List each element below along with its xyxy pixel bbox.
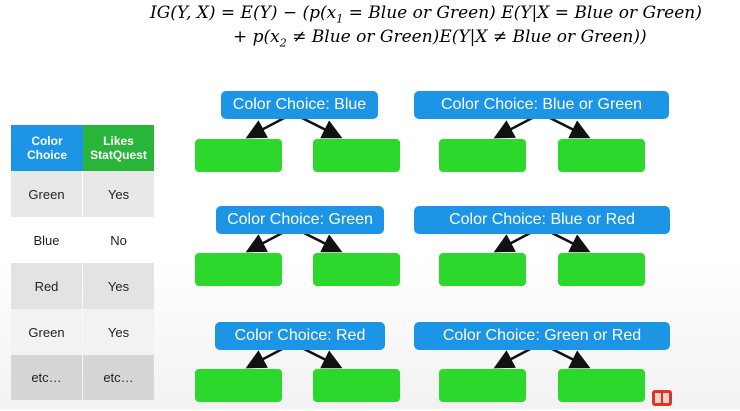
table-cell: Green <box>11 171 82 217</box>
tree-root-node: Color Choice: Blue or Green <box>414 91 669 119</box>
tree-leaf-node <box>313 369 400 402</box>
tree-root-node: Color Choice: Green <box>216 206 384 234</box>
tree-leaf-node <box>439 253 526 286</box>
table-cell: Blue <box>11 217 82 263</box>
tree-root-node: Color Choice: Red <box>215 322 385 350</box>
tree-root-node: Color Choice: Blue or Red <box>414 206 670 234</box>
table-cell: Green <box>11 309 82 355</box>
header-likes-statquest: Likes StatQuest <box>83 125 154 171</box>
formula-line-2: + p(x2 ≠ Blue or Green)E(Y|X ≠ Blue or G… <box>233 27 647 50</box>
table-cell: etc… <box>83 355 154 400</box>
tree-leaf-node <box>195 253 282 286</box>
tree-leaf-node <box>558 139 645 172</box>
tree-root-node: Color Choice: Green or Red <box>414 322 670 350</box>
table-cell: etc… <box>11 355 82 400</box>
tree-root-node: Color Choice: Blue <box>221 91 378 119</box>
table-cell: Yes <box>83 171 154 217</box>
tree-leaf-node <box>195 139 282 172</box>
statquest-logo-icon <box>652 388 672 406</box>
tree-leaf-node <box>558 253 645 286</box>
table-cell: Yes <box>83 263 154 309</box>
table-cell: Yes <box>83 309 154 355</box>
formula-line-1: IG(Y, X) = E(Y) − (p(x1 = Blue or Green)… <box>150 3 702 26</box>
tree-leaf-node <box>439 369 526 402</box>
tree-leaf-node <box>313 139 400 172</box>
table-cell: Red <box>11 263 82 309</box>
tree-leaf-node <box>195 369 282 402</box>
tree-leaf-node <box>313 253 400 286</box>
table-cell: No <box>83 217 154 263</box>
tree-leaf-node <box>439 139 526 172</box>
header-color-choice: Color Choice <box>11 125 83 171</box>
tree-leaf-node <box>558 369 645 402</box>
